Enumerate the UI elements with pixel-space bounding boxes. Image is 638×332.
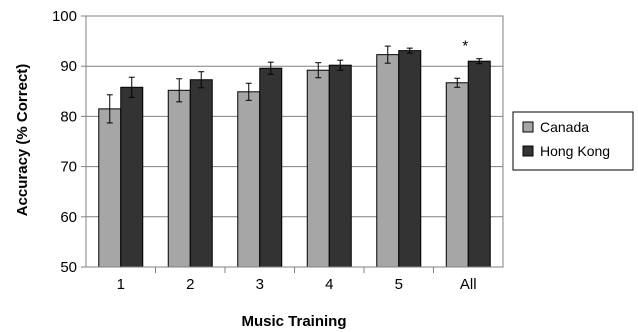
x-tick-label: All [460,276,477,293]
x-axis-title: Music Training [241,313,346,330]
legend-label: Hong Kong [540,143,610,159]
annotations: * [462,38,468,55]
bar-canada [376,54,400,268]
y-axis-title: Accuracy (% Correct) [14,64,31,217]
x-tick-label: 1 [117,276,125,293]
x-tick-label: 4 [325,276,333,293]
x-tick-label: 3 [256,276,264,293]
y-tick-label: 60 [60,209,77,226]
bar-hong-kong [120,86,144,268]
bar-canada [98,108,122,268]
x-axis: 1 2 3 4 5 All [86,266,503,293]
y-tick-label: 70 [60,159,77,176]
bars [98,50,491,268]
legend-swatch [522,145,534,157]
y-tick-label: 50 [60,259,77,276]
bar-canada [445,82,469,268]
y-tick-label: 100 [52,8,77,25]
bar-hong-kong [328,64,352,268]
plot-area [85,15,504,268]
x-tick-label: 5 [395,276,403,293]
bar-hong-kong [259,67,283,268]
bar-canada [167,89,191,268]
bar-canada [306,69,330,268]
legend-swatch [522,121,534,133]
x-tick-label: 2 [186,276,194,293]
y-tick-label: 80 [60,108,77,125]
bar-hong-kong [398,50,422,268]
bar-hong-kong [467,60,491,268]
legend-label: Canada [540,119,589,135]
y-axis: 50 60 70 80 90 100 [52,8,87,276]
bar-canada [237,91,261,268]
significance-marker: * [462,38,468,55]
y-tick-label: 90 [60,58,77,75]
bar-hong-kong [189,79,213,268]
gridlines [86,65,503,218]
legend: Canada Hong Kong [512,111,634,171]
error-bars [106,45,483,124]
